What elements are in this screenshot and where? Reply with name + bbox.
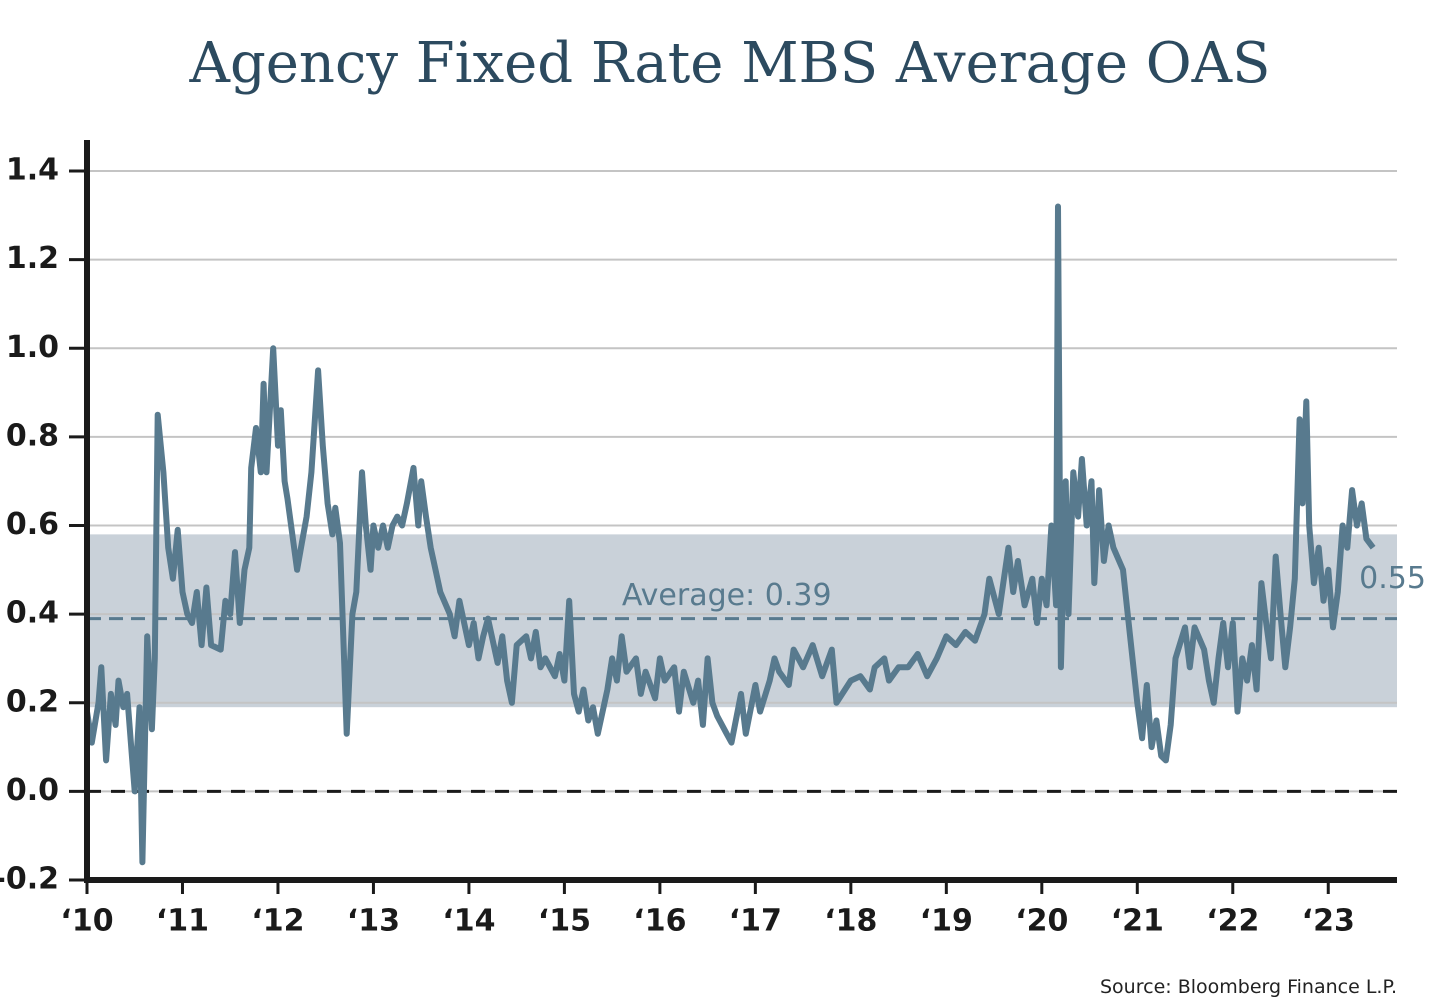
x-tick-label: ‘13	[347, 904, 400, 939]
x-tick-label: ‘19	[920, 904, 973, 939]
x-tick-label: ‘17	[729, 904, 782, 939]
y-tick-label: 1.4	[6, 153, 59, 188]
x-tick-label: ‘16	[633, 904, 686, 939]
x-tick-label: ‘11	[156, 904, 209, 939]
end-value-label: 0.55	[1359, 561, 1426, 596]
x-tick-label: ‘23	[1302, 904, 1355, 939]
source-note: Source: Bloomberg Finance L.P.	[1100, 976, 1397, 997]
y-tick-label: 0.0	[6, 773, 59, 808]
y-tick-label: 1.2	[6, 241, 59, 276]
x-tick-label: ‘18	[824, 904, 877, 939]
std-band	[87, 534, 1397, 708]
y-tick-label: 1.0	[6, 330, 59, 365]
x-tick-label: ‘10	[60, 904, 113, 939]
y-tick-label: 0.4	[6, 596, 59, 631]
y-tick-label: 0.6	[6, 507, 59, 542]
y-tick-label: 0.2	[6, 684, 59, 719]
y-tick-label: -0.2	[0, 862, 59, 897]
y-tick-label: 0.8	[6, 418, 59, 453]
x-tick-label: ‘21	[1111, 904, 1164, 939]
x-tick-label: ‘22	[1206, 904, 1259, 939]
data-line	[84, 203, 1376, 866]
chart-title: Agency Fixed Rate MBS Average OAS	[189, 31, 1271, 96]
x-tick-label: ‘14	[442, 904, 495, 939]
x-tick-label: ‘15	[538, 904, 591, 939]
x-tick-label: ‘12	[251, 904, 304, 939]
x-tick-label: ‘20	[1015, 904, 1068, 939]
average-label: Average: 0.39	[622, 578, 832, 613]
